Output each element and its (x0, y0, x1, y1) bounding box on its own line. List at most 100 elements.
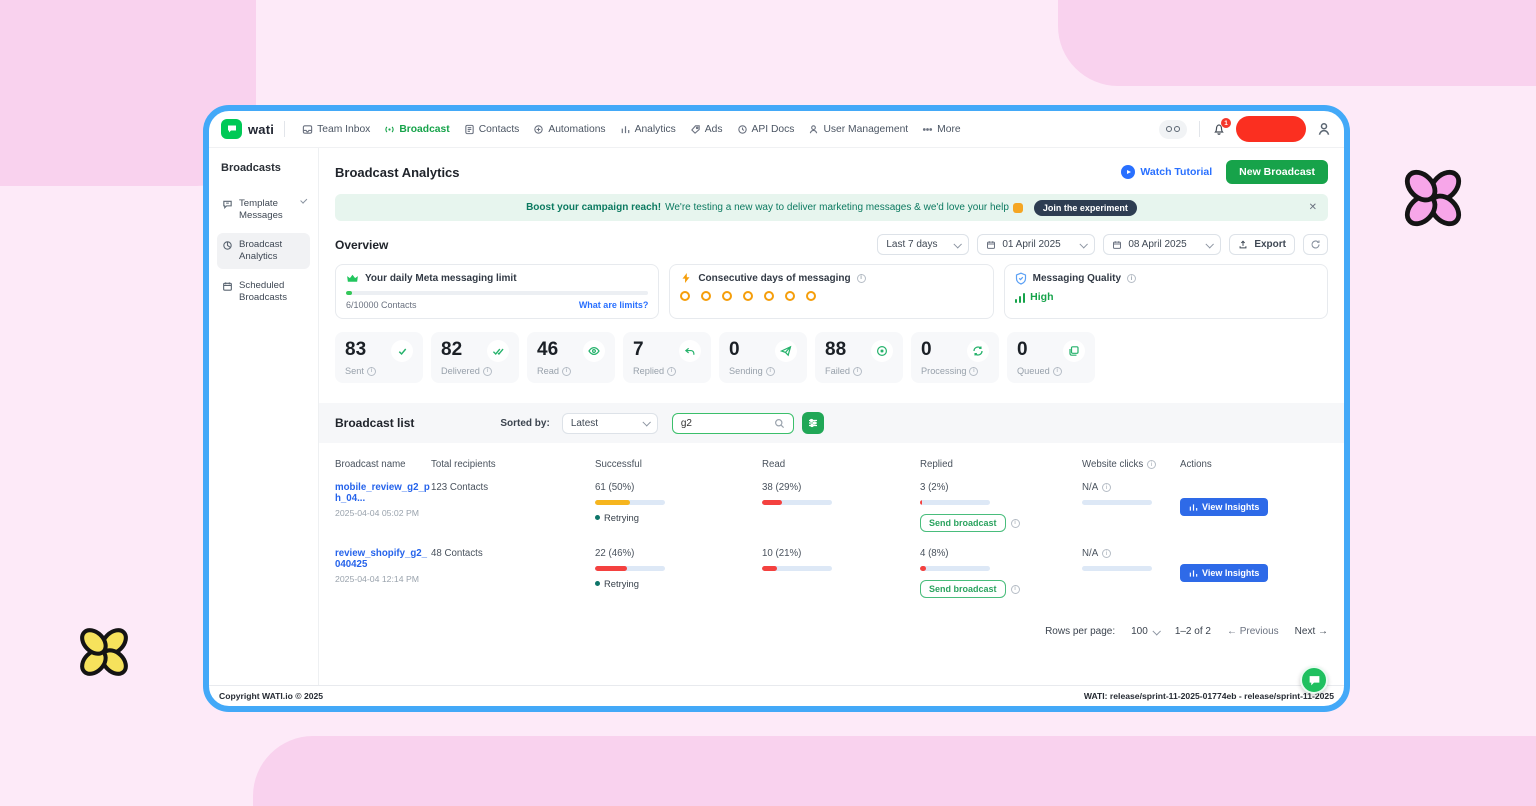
quality-bars-icon (1014, 293, 1026, 303)
sidebar-item-template-messages[interactable]: Template Messages (217, 192, 310, 228)
info-icon[interactable] (1127, 274, 1137, 283)
info-icon[interactable] (1010, 518, 1020, 528)
analytics-icon (621, 125, 629, 133)
view-insights-button[interactable]: View Insights (1180, 498, 1269, 516)
background-shape-top-right (1058, 0, 1536, 86)
read-value: 10 (21%) (762, 548, 802, 559)
app-window: wati Team Inbox Broadcast Contacts Autom… (203, 105, 1350, 712)
nav-more[interactable]: More (922, 124, 961, 135)
info-icon[interactable] (482, 366, 492, 376)
rows-per-page-select[interactable]: 100 (1131, 626, 1161, 637)
api-docs-icon (737, 124, 747, 134)
copyright-text: Copyright WATI.io © 2025 (219, 691, 324, 701)
info-icon[interactable] (1010, 584, 1020, 594)
notifications-bell[interactable]: 1 (1212, 118, 1231, 136)
replied-bar (920, 500, 990, 505)
nav-team-inbox[interactable]: Team Inbox (302, 124, 370, 135)
info-icon[interactable] (366, 366, 376, 376)
broadcast-table: Broadcast name Total recipients Successf… (335, 459, 1328, 612)
successful-bar (595, 500, 665, 505)
status-dot (595, 581, 600, 586)
ads-icon (690, 124, 700, 134)
nav-user-management[interactable]: User Management (808, 124, 908, 135)
profile-avatar-icon[interactable] (1316, 121, 1332, 137)
join-experiment-button[interactable]: Join the experiment (1033, 199, 1137, 216)
nav-broadcast[interactable]: Broadcast (384, 124, 450, 135)
send-broadcast-button[interactable]: Send broadcast (920, 514, 1006, 532)
read-bar (762, 500, 832, 505)
stat-read: 46 Read (527, 332, 615, 383)
next-page-button[interactable]: Next → (1294, 626, 1328, 637)
nav-contacts[interactable]: Contacts (464, 124, 519, 135)
sidebar-item-scheduled-broadcasts[interactable]: Scheduled Broadcasts (217, 274, 310, 310)
export-button[interactable]: Export (1229, 234, 1295, 255)
search-input[interactable]: g2 (671, 412, 794, 434)
chat-widget-button[interactable] (1300, 666, 1328, 694)
messaging-quality-card: Messaging Quality High (1003, 264, 1328, 319)
chevron-down-icon (299, 196, 308, 204)
meta-limit-card: Your daily Meta messaging limit 6/10000 … (335, 264, 660, 319)
broadcast-list-title: Broadcast list (335, 416, 415, 430)
date-to-picker[interactable]: 08 April 2025 (1103, 234, 1222, 255)
sort-select[interactable]: Latest (561, 412, 658, 434)
previous-page-button[interactable]: ← Previous (1226, 626, 1279, 637)
chevron-down-icon (642, 418, 651, 427)
what-are-limits-link[interactable]: What are limits? (578, 300, 649, 310)
info-icon[interactable] (765, 366, 775, 376)
info-icon[interactable] (1102, 549, 1112, 558)
send-broadcast-button[interactable]: Send broadcast (920, 580, 1006, 598)
retrying-status: Retrying (595, 578, 762, 589)
refresh-button[interactable] (1303, 234, 1328, 255)
sidebar: Broadcasts Template Messages Broadcast A… (209, 148, 319, 685)
template-messages-icon (223, 200, 232, 210)
info-icon[interactable] (667, 366, 677, 376)
meta-limit-usage: 6/10000 Contacts (346, 300, 417, 310)
broadcast-name-link[interactable]: mobile_review_g2_ph_04... (335, 482, 430, 504)
meta-limit-progress (346, 291, 649, 295)
wati-logo[interactable]: wati (221, 119, 274, 139)
info-icon[interactable] (856, 273, 866, 283)
broadcast-name-link[interactable]: review_shopify_g2_040425 (335, 548, 428, 570)
binoculars-icon[interactable] (1159, 119, 1187, 139)
account-name-redacted[interactable] (1236, 116, 1306, 142)
total-recipients: 123 Contacts (431, 482, 489, 493)
stats-row: 83 Sent 82 Delivered 46 Read 7 (335, 332, 1328, 383)
nav-automations[interactable]: Automations (533, 124, 606, 135)
view-insights-button[interactable]: View Insights (1180, 564, 1269, 582)
info-icon[interactable] (969, 366, 979, 376)
broadcast-date: 2025-04-04 05:02 PM (335, 508, 420, 518)
nav-api-docs[interactable]: API Docs (737, 124, 794, 135)
info-icon[interactable] (1052, 366, 1062, 376)
search-icon (774, 418, 784, 428)
close-icon[interactable]: ✕ (1308, 202, 1317, 213)
overview-title: Overview (335, 237, 389, 252)
retrying-status: Retrying (595, 512, 762, 523)
nav-analytics[interactable]: Analytics (620, 124, 676, 135)
stat-processing: 0 Processing (911, 332, 999, 383)
check-icon (391, 340, 413, 362)
layers-icon (1063, 340, 1085, 362)
sidebar-item-broadcast-analytics[interactable]: Broadcast Analytics (217, 232, 310, 269)
chart-icon (1189, 569, 1198, 577)
nav-ads[interactable]: Ads (690, 124, 723, 135)
banner-text: We're testing a new way to deliver marke… (665, 202, 1009, 213)
total-recipients: 48 Contacts (431, 548, 483, 559)
new-broadcast-button[interactable]: New Broadcast (1226, 160, 1328, 184)
background-shape-bottom (253, 736, 1536, 806)
info-icon[interactable] (853, 366, 863, 376)
stat-replied: 7 Replied (623, 332, 711, 383)
top-navigation: wati Team Inbox Broadcast Contacts Autom… (209, 111, 1344, 148)
watch-tutorial-link[interactable]: Watch Tutorial (1121, 165, 1212, 179)
info-icon[interactable] (1102, 483, 1112, 492)
date-from-picker[interactable]: 01 April 2025 (977, 234, 1096, 255)
filter-button[interactable] (801, 412, 824, 434)
info-icon[interactable] (1147, 460, 1157, 469)
info-icon[interactable] (561, 366, 571, 376)
broadcast-list-toolbar: Broadcast list Sorted by: Latest g2 (319, 403, 1344, 443)
refresh-icon (1311, 240, 1320, 249)
read-value: 38 (29%) (762, 482, 802, 493)
date-range-select[interactable]: Last 7 days (877, 234, 970, 255)
website-clicks-bar (1082, 500, 1152, 505)
more-dots-icon (923, 127, 933, 131)
replied-bar (920, 566, 990, 571)
